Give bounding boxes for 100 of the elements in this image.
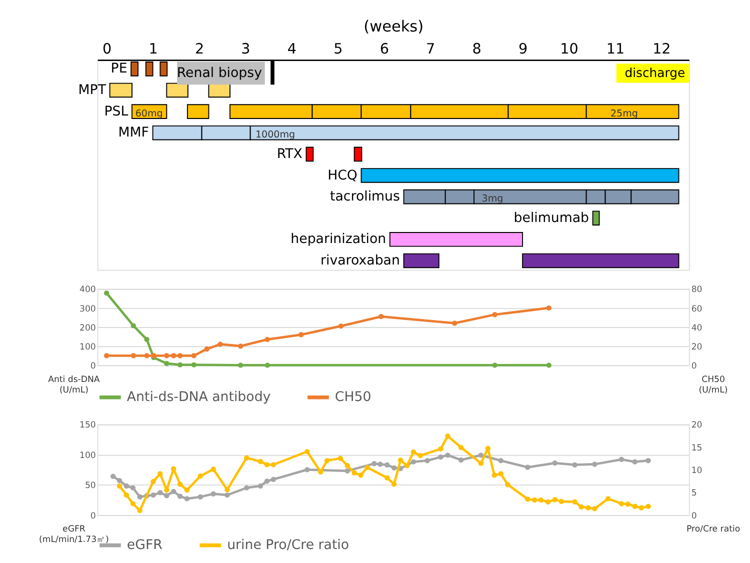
point xyxy=(372,461,377,466)
point xyxy=(177,362,183,368)
point xyxy=(578,504,584,510)
point xyxy=(244,485,250,490)
y2-tick-label: 20 xyxy=(691,420,702,431)
point xyxy=(177,482,183,487)
point xyxy=(144,353,150,358)
y-tick-label: 50 xyxy=(84,481,96,492)
y2-tick-label: 0 xyxy=(691,511,697,522)
y-tick-label: 150 xyxy=(80,420,96,431)
point xyxy=(137,508,142,514)
annotation: 3mg xyxy=(482,194,504,205)
y-tick-label: HCQ xyxy=(328,168,358,184)
point xyxy=(184,496,190,502)
point xyxy=(164,353,170,358)
point xyxy=(318,469,324,475)
point xyxy=(238,362,244,368)
y-tick-label: 200 xyxy=(80,323,96,334)
y-tick-label: RTX xyxy=(276,146,302,162)
point xyxy=(177,353,183,358)
point xyxy=(164,493,170,498)
point xyxy=(224,492,230,498)
point xyxy=(264,336,270,342)
point xyxy=(130,485,136,490)
point xyxy=(150,492,156,498)
annotation: 60mg xyxy=(135,108,163,120)
y-tick-label: 300 xyxy=(80,304,96,314)
y2-tick-label: 40 xyxy=(691,323,702,334)
point xyxy=(378,314,384,320)
point xyxy=(304,467,310,472)
point xyxy=(130,323,136,328)
point xyxy=(638,505,644,510)
point xyxy=(485,446,490,451)
point xyxy=(338,323,344,329)
point xyxy=(572,462,578,468)
point xyxy=(198,473,204,479)
point xyxy=(458,444,464,450)
point xyxy=(445,452,450,458)
legend-label: urine Pro/Cre ratio xyxy=(227,538,350,554)
point xyxy=(438,454,444,460)
point xyxy=(586,505,591,510)
point xyxy=(410,449,416,455)
point xyxy=(572,499,578,504)
y-tick-label: MMF xyxy=(118,126,149,141)
point xyxy=(104,290,110,296)
x-tick-label: 5 xyxy=(334,42,343,58)
point xyxy=(378,462,383,467)
y-tick-label: 100 xyxy=(80,450,96,461)
legend-label: eGFR xyxy=(126,538,162,554)
x-tick-label: 1 xyxy=(148,42,158,58)
point xyxy=(244,455,250,461)
point xyxy=(170,466,176,472)
y-axis-title: Anti ds-DNA (U/mL) xyxy=(48,374,100,396)
point xyxy=(391,482,397,487)
y-tick-label: 400 xyxy=(80,285,96,296)
point xyxy=(605,496,611,502)
point xyxy=(384,462,390,468)
point xyxy=(191,362,197,368)
y-tick-label: rivaroxaban xyxy=(320,254,400,269)
point xyxy=(646,504,651,510)
x-tick-label: 12 xyxy=(652,42,671,58)
x-tick-label: 7 xyxy=(426,42,436,58)
x-axis-title: (weeks) xyxy=(364,18,424,36)
point xyxy=(258,483,264,489)
point xyxy=(498,471,504,476)
point xyxy=(124,492,130,498)
point xyxy=(177,494,183,499)
point xyxy=(170,353,176,358)
point xyxy=(625,502,631,507)
y-tick-label: PSL xyxy=(104,104,129,120)
y2-tick-label: 80 xyxy=(691,285,702,296)
point xyxy=(558,498,564,504)
point xyxy=(445,434,450,439)
point xyxy=(498,458,504,464)
point xyxy=(632,504,638,510)
y-tick-label: 0 xyxy=(90,511,96,522)
point xyxy=(270,462,276,468)
point xyxy=(404,462,410,468)
point xyxy=(532,497,538,503)
y2-tick-label: 10 xyxy=(691,466,702,476)
point xyxy=(391,465,397,470)
y-tick-label: PE xyxy=(110,62,128,77)
point xyxy=(158,471,163,476)
point xyxy=(552,496,558,502)
x-tick-label: 6 xyxy=(380,42,389,58)
point xyxy=(324,458,330,464)
y2-tick-label: 5 xyxy=(691,488,697,499)
point xyxy=(492,472,497,478)
point xyxy=(458,457,464,463)
point xyxy=(398,458,404,463)
point xyxy=(364,464,370,470)
bar xyxy=(389,232,524,247)
y2-tick-label: 60 xyxy=(691,304,702,314)
y2-axis-title: CH50 (U/mL) xyxy=(698,374,728,396)
point xyxy=(632,459,638,464)
ref-line-label: Renal biopsy xyxy=(176,66,262,82)
point xyxy=(545,499,551,504)
point xyxy=(258,458,264,464)
y-tick-label: tacrolimus xyxy=(330,190,400,205)
point xyxy=(304,448,310,454)
